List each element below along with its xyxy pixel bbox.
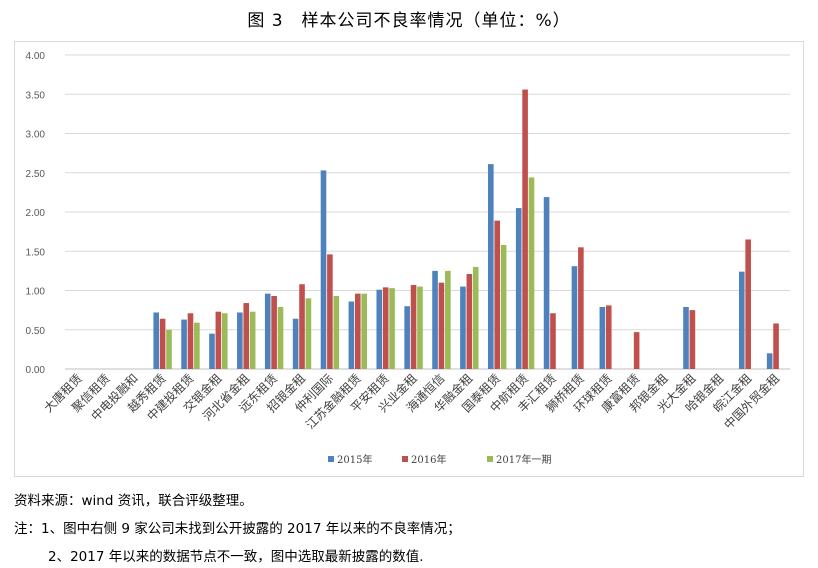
bar — [153, 312, 159, 369]
y-tick-label: 1.00 — [26, 287, 46, 298]
legend-swatch — [487, 456, 493, 462]
bar — [305, 298, 312, 369]
y-tick-label: 3.50 — [26, 90, 46, 101]
bar — [633, 332, 640, 369]
bar — [766, 353, 773, 369]
bar — [773, 323, 779, 369]
bar — [271, 296, 277, 369]
bar — [605, 305, 612, 369]
y-tick-label: 0.50 — [26, 326, 46, 337]
bar — [438, 282, 445, 369]
bar — [488, 164, 494, 369]
legend-swatch — [328, 456, 334, 462]
bar — [382, 287, 389, 369]
bar — [327, 254, 333, 369]
bar — [320, 170, 327, 369]
bar — [410, 285, 417, 369]
legend-label: 2015年 — [337, 453, 372, 466]
bar — [445, 270, 451, 370]
bar — [689, 310, 696, 370]
bar — [578, 247, 584, 369]
bar — [466, 274, 473, 369]
bar — [299, 284, 305, 369]
bar — [354, 293, 361, 369]
bar — [745, 239, 751, 369]
legend-label: 2016年 — [411, 453, 446, 466]
bar — [683, 306, 689, 369]
bar — [472, 266, 479, 369]
bar — [404, 306, 410, 369]
y-tick-label: 0.00 — [26, 365, 46, 376]
bar — [460, 286, 466, 369]
bar — [522, 89, 528, 369]
bar — [194, 322, 200, 369]
legend-label: 2017年一期 — [496, 453, 551, 466]
bar — [249, 311, 256, 369]
y-tick-label: 2.00 — [26, 208, 46, 219]
bar — [389, 288, 395, 369]
bar — [571, 266, 578, 369]
bar — [277, 306, 284, 369]
bar — [187, 313, 194, 369]
bar — [738, 271, 745, 369]
bar — [494, 220, 501, 369]
bar — [432, 270, 438, 370]
bar-chart: 0.000.501.001.502.002.503.003.504.00大唐租赁… — [26, 51, 790, 466]
bar — [264, 293, 271, 369]
bar — [361, 293, 367, 369]
source-note: 资料来源：wind 资讯，联合评级整理。 — [14, 493, 253, 509]
bar — [417, 286, 423, 369]
footnote-1: 注：1、图中右侧 9 家公司未找到公开披露的 2017 年以来的不良率情况； — [14, 521, 461, 537]
legend-swatch — [402, 456, 408, 462]
bar — [376, 289, 383, 369]
bar — [237, 312, 243, 369]
bar — [166, 329, 172, 369]
bar — [215, 311, 222, 369]
y-tick-label: 2.50 — [26, 169, 46, 180]
y-tick-label: 3.00 — [26, 130, 46, 141]
bar — [550, 313, 556, 369]
footnote-2: 2、2017 年以来的数据节点不一致，图中选取最新披露的数值. — [48, 549, 424, 565]
bar — [348, 301, 355, 369]
bar — [515, 208, 522, 369]
bar — [599, 306, 606, 369]
chart-title: 图 3 样本公司不良率情况（单位：%） — [247, 11, 571, 31]
bar — [221, 313, 228, 369]
y-tick-label: 4.00 — [26, 51, 46, 62]
bar — [543, 197, 550, 369]
bar — [181, 319, 187, 369]
bar — [209, 333, 215, 369]
y-tick-label: 1.50 — [26, 247, 46, 258]
bar — [292, 318, 299, 369]
bar — [333, 296, 340, 369]
bar — [159, 318, 166, 369]
chart-frame: 0.00 0.50 1.00 1.50 2.00 2.50 3.00 3.50 4.00 大唐租赁… — [14, 41, 804, 477]
bar — [528, 177, 535, 369]
bar — [243, 303, 250, 369]
bar — [500, 244, 507, 369]
